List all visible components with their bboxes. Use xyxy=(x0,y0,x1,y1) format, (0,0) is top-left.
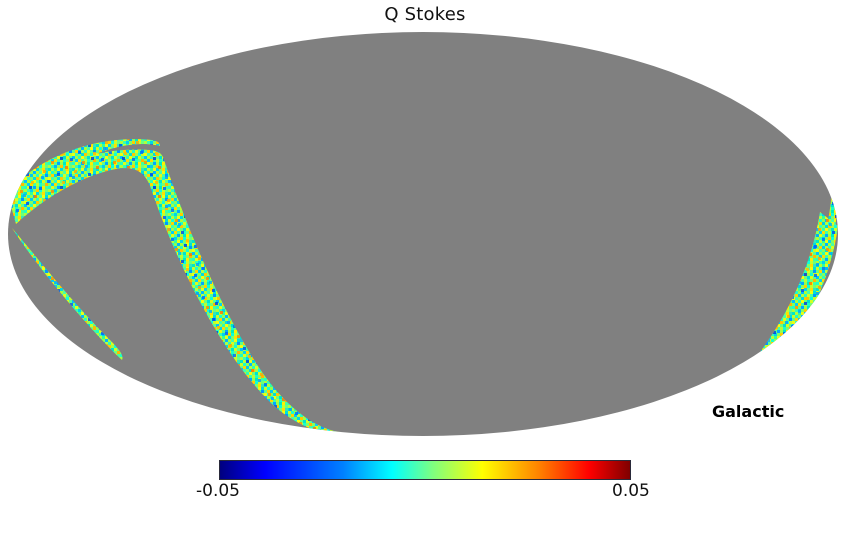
colorbar-gradient xyxy=(219,460,631,480)
page-title: Q Stokes xyxy=(384,4,466,25)
colorbar xyxy=(219,460,631,480)
colorbar-max-tick-label: 0.05 xyxy=(612,481,650,501)
sky-mask-ellipse xyxy=(8,32,838,436)
mollweide-projection-svg xyxy=(8,32,838,436)
colorbar-min-tick-label: -0.05 xyxy=(196,481,240,501)
skymap-panel xyxy=(8,32,838,436)
coordinate-frame-label: Galactic xyxy=(712,402,785,421)
